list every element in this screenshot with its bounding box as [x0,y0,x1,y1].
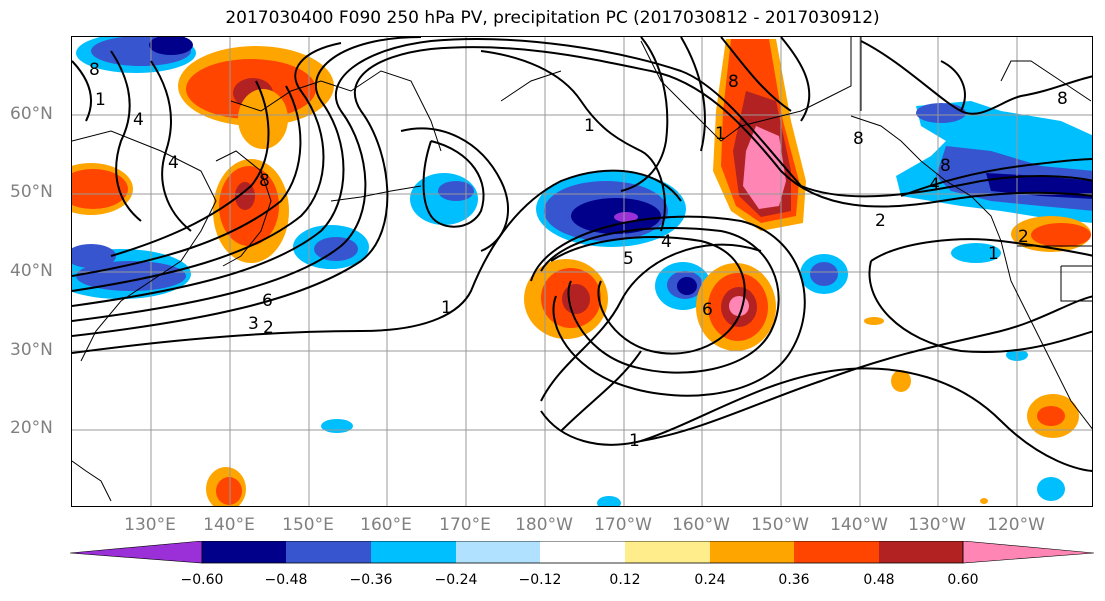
lat-label-20n: 20°N [10,418,53,438]
lon-label-140w: 140°W [830,515,888,535]
lon-label-130w: 130°W [908,515,966,535]
lon-label-150e: 150°E [282,515,334,535]
colorbar-tick-label: 0.24 [694,572,726,588]
contour-label: 6 [262,291,273,311]
lat-label-60n: 60°N [10,104,53,124]
colorbar-cell [456,541,540,563]
lon-label-180w: 180°W [515,515,573,535]
lon-label-170w: 170°W [594,515,652,535]
contour-label: 2 [263,318,274,338]
contour-label: 8 [89,60,100,80]
colorbar-outline [201,541,964,564]
contour-label: 1 [988,244,999,264]
colorbar-tick-label: 0.48 [863,572,895,588]
colorbar-tick-label: −0.12 [518,572,562,588]
coastlines [72,37,1092,502]
lon-label-130e: 130°E [124,515,176,535]
colorbar-cell [540,541,625,563]
colorbar-tick-label: −0.36 [349,572,393,588]
contour-label: 8 [940,156,951,176]
precip-shading [72,37,1092,506]
contour-label: 4 [929,175,940,195]
pv-contours [72,37,1092,472]
colorbar-cell [202,541,286,563]
contour-label-group: 8 4 1 4 8 6 3 2 1 5 4 1 6 8 1 8 8 4 2 1 … [89,60,1068,451]
lat-label-40n: 40°N [10,261,53,281]
lat-label-30n: 30°N [10,340,53,360]
map-canvas: 8 4 1 4 8 6 3 2 1 5 4 1 6 8 1 8 8 4 2 1 … [72,37,1092,506]
lon-label-160w: 160°W [672,515,730,535]
colorbar-arrow-low [70,541,203,564]
contour-label: 5 [623,249,634,269]
contour-label: 2 [875,211,886,231]
graticule [72,37,1092,506]
contour-label: 4 [661,232,672,252]
colorbar-tick-label: −0.60 [180,572,224,588]
colorbar-tick-label: 0.36 [778,572,810,588]
contour-label: 1 [95,90,106,110]
colorbar-cell [710,541,794,563]
contour-label: 4 [168,153,179,173]
lon-label-150w: 150°W [751,515,809,535]
colorbar-cell [794,541,879,563]
contour-label: 1 [441,298,452,318]
colorbar [70,541,1095,564]
contour-label: 8 [728,72,739,92]
contour-label: 4 [133,110,144,130]
contour-label: 8 [853,129,864,149]
colorbar-arrow-high [962,541,1095,564]
colorbar-tick-label: 0.12 [609,572,641,588]
lon-label-140e: 140°E [203,515,255,535]
colorbar-cell [286,541,371,563]
map-panel: 8 4 1 4 8 6 3 2 1 5 4 1 6 8 1 8 8 4 2 1 … [71,36,1093,507]
lon-label-120w: 120°W [987,515,1045,535]
colorbar-tick-label: −0.24 [434,572,478,588]
lat-label-50n: 50°N [10,182,53,202]
colorbar-cell [625,541,710,563]
colorbar-cell [879,541,963,563]
contour-label: 8 [259,171,270,191]
contour-label: 2 [1018,227,1029,247]
colorbar-tick-label: 0.60 [947,572,979,588]
contour-label: 1 [629,431,640,451]
contour-label: 1 [715,124,726,144]
contour-label: 6 [702,300,713,320]
contour-label: 3 [248,314,259,334]
contour-label: 1 [584,116,595,136]
colorbar-tick-label: −0.48 [264,572,308,588]
map-title: 2017030400 F090 250 hPa PV, precipitatio… [225,8,880,28]
colorbar-cell [371,541,456,563]
lon-label-160e: 160°E [360,515,412,535]
lon-label-170e: 170°E [439,515,491,535]
contour-label: 8 [1057,89,1068,109]
